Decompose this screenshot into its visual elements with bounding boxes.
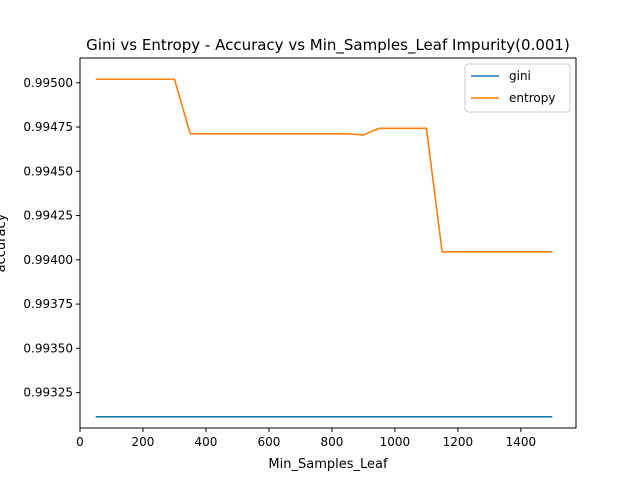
y-tick-label: 0.99450: [23, 164, 73, 178]
y-tick-label: 0.99350: [23, 341, 73, 355]
y-tick-label: 0.99400: [23, 253, 73, 267]
x-tick-label: 1400: [506, 435, 537, 449]
x-tick-label: 400: [195, 435, 218, 449]
y-tick-label: 0.99375: [23, 297, 73, 311]
x-tick-label: 0: [76, 435, 84, 449]
x-tick-label: 800: [320, 435, 343, 449]
x-tick-label: 600: [257, 435, 280, 449]
y-tick-label: 0.99475: [23, 120, 73, 134]
series-line-entropy: [95, 78, 553, 253]
y-axis-ticks: 0.99325 0.99350 0.99375 0.99400 0.99425 0.994…: [23, 76, 80, 400]
legend-label-entropy: entropy: [509, 91, 555, 105]
y-tick-label: 0.99500: [23, 76, 73, 90]
x-axis-label: Min_Samples_Leaf: [268, 457, 388, 472]
x-tick-label: 200: [132, 435, 155, 449]
plot-area: [79, 57, 577, 429]
legend: gini entropy: [464, 63, 571, 113]
legend-label-gini: gini: [509, 69, 531, 83]
y-axis-label: accuracy: [0, 213, 9, 272]
y-tick-label: 0.99425: [23, 209, 73, 223]
chart-title: Gini vs Entropy - Accuracy vs Min_Sample…: [86, 36, 570, 55]
axes-frame: [79, 57, 577, 429]
x-tick-label: 1000: [380, 435, 411, 449]
series-layer: [95, 78, 553, 418]
y-tick-label: 0.99325: [23, 386, 73, 400]
x-axis-ticks: 0 200 400 600 800 1000 1200 1400: [76, 428, 536, 449]
x-tick-label: 1200: [443, 435, 474, 449]
